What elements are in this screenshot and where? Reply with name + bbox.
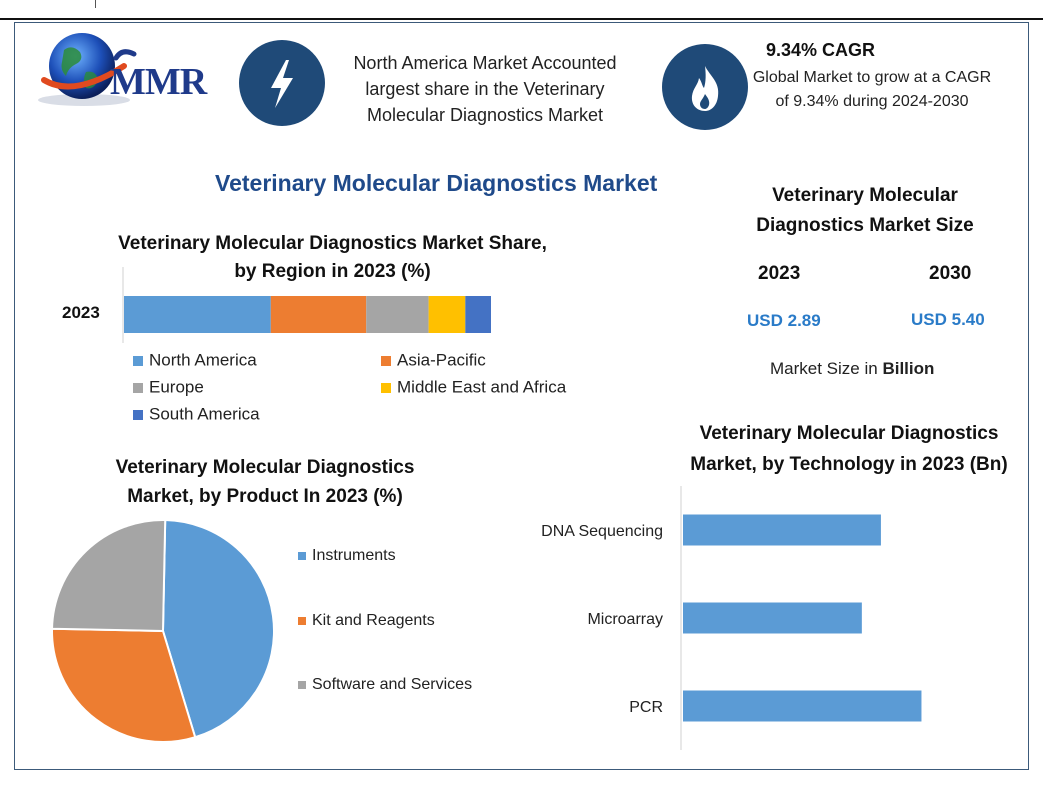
technology-category-label: PCR — [629, 699, 663, 716]
legend-swatch — [133, 409, 143, 420]
market-size-value-2030: USD 5.40 — [911, 310, 985, 329]
region-bar-segment-europe — [366, 296, 429, 333]
market-size-note-prefix: Market Size in — [770, 359, 883, 378]
globe-icon — [38, 33, 137, 106]
region-bar-segment-north-america — [124, 296, 271, 333]
region-legend-item-middle-east-and-africa: Middle East and Africa — [381, 377, 566, 398]
technology-bar-chart: DNA Sequencing Microarray PCR — [541, 486, 922, 750]
region-legend-item-europe: Europe — [133, 377, 204, 398]
pie-slice-instruments — [161, 519, 275, 739]
region-stacked-bar-chart — [122, 267, 491, 343]
flame-badge — [662, 44, 748, 130]
top-border — [0, 0, 1043, 20]
technology-bar-dna-sequencing — [683, 514, 881, 546]
region-chart-category: 2023 — [62, 303, 100, 322]
region-legend-item-south-america: South America — [133, 404, 260, 425]
product-legend-item-software-and-services: Software and Services — [298, 676, 472, 694]
legend-swatch — [298, 552, 306, 560]
pie-slice-kit-and-reagents — [51, 627, 197, 743]
product-legend-item-instruments: Instruments — [298, 547, 396, 565]
cagr-title: 9.34% CAGR — [766, 40, 876, 60]
legend-label: Middle East and Africa — [397, 377, 567, 397]
legend-label: Kit and Reagents — [312, 612, 435, 629]
market-size-value-2023: USD 2.89 — [747, 311, 821, 330]
logo-text: MMR — [110, 61, 207, 103]
region-chart-title: Veterinary Molecular Diagnostics Market … — [118, 233, 547, 282]
legend-label: Instruments — [312, 547, 396, 564]
technology-chart-title: Veterinary Molecular Diagnostics Market,… — [690, 423, 1008, 475]
product-chart-title: Veterinary Molecular Diagnostics Market,… — [115, 457, 415, 507]
legend-label: Asia-Pacific — [397, 350, 486, 370]
top-tick — [95, 0, 96, 8]
mmr-logo: MMR — [24, 28, 224, 108]
main-title: Veterinary Molecular Diagnostics Market — [215, 170, 658, 196]
product-legend-item-kit-and-reagents: Kit and Reagents — [298, 612, 435, 630]
pie-slice-software-and-services — [51, 519, 167, 633]
legend-label: Europe — [149, 377, 204, 397]
cagr-description: Global Market to grow at a CAGR of 9.34%… — [752, 69, 992, 110]
market-size-year-2030: 2030 — [929, 263, 972, 284]
market-size-note-unit: Billion — [882, 359, 935, 378]
technology-category-label: DNA Sequencing — [541, 523, 663, 540]
market-size-title: Veterinary Molecular Diagnostics Market … — [756, 185, 974, 236]
technology-category-label: Microarray — [587, 611, 663, 628]
region-bar-segment-middle-east-and-africa — [428, 296, 466, 333]
region-legend-item-asia-pacific: Asia-Pacific — [381, 350, 486, 371]
legend-swatch — [298, 617, 306, 625]
flame-icon — [691, 66, 719, 111]
legend-swatch — [298, 681, 306, 689]
legend-label: Software and Services — [312, 676, 473, 693]
product-pie-chart — [51, 519, 275, 743]
market-size-year-2023: 2023 — [758, 263, 801, 284]
legend-swatch — [381, 355, 391, 366]
lightning-icon — [271, 60, 293, 108]
legend-label: North America — [149, 350, 257, 370]
region-bar-segment-south-america — [465, 296, 491, 333]
lightning-badge — [239, 40, 325, 126]
region-bar-segment-asia-pacific — [270, 296, 367, 333]
legend-swatch — [133, 382, 143, 393]
legend-swatch — [133, 355, 143, 366]
market-size-note: Market Size in Billion — [770, 359, 934, 379]
technology-bar-pcr — [683, 690, 922, 722]
legend-swatch — [381, 382, 391, 393]
infographic-frame — [14, 22, 1029, 770]
headline-north-america: North America Market Accounted largest s… — [353, 53, 617, 125]
region-legend-item-north-america: North America — [133, 350, 257, 371]
technology-bar-microarray — [683, 602, 862, 634]
legend-label: South America — [149, 404, 260, 424]
